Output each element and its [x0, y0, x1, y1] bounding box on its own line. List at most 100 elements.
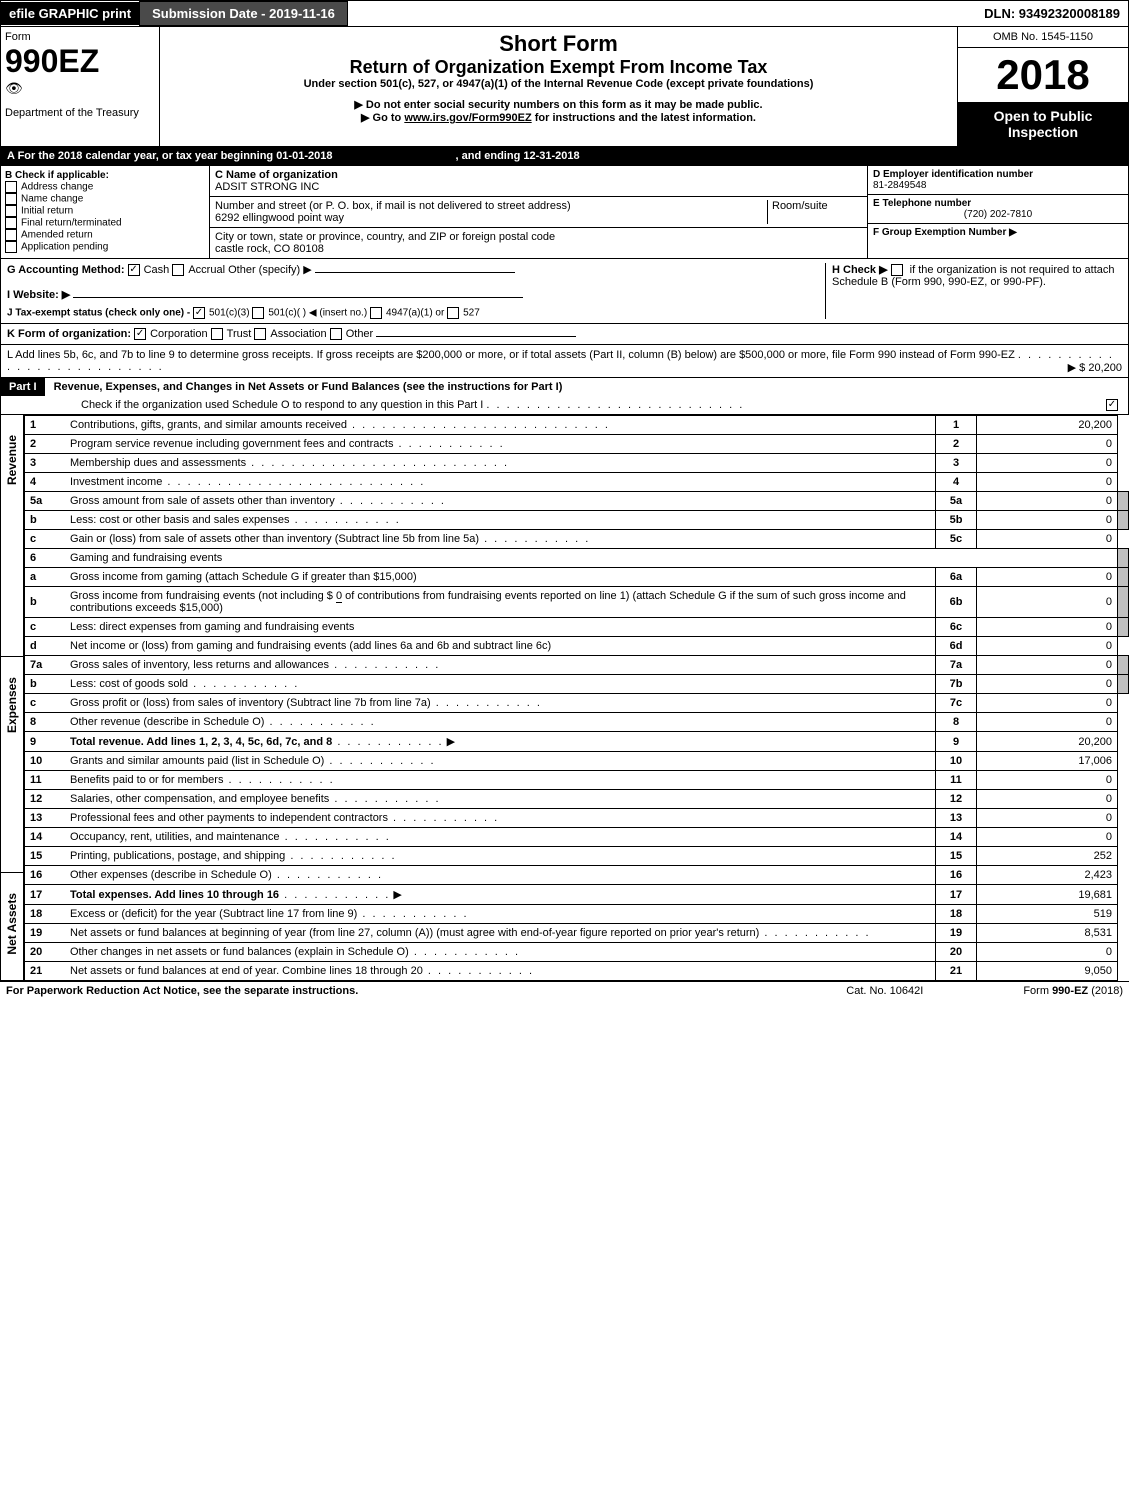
top-bar: efile GRAPHIC print Submission Date - 20…	[0, 0, 1129, 27]
checkbox-4947[interactable]	[370, 307, 382, 319]
note-public: ▶ Do not enter social security numbers o…	[164, 98, 953, 111]
line-2: 2Program service revenue including gover…	[25, 435, 1129, 454]
checkbox-name-change[interactable]	[5, 193, 17, 205]
label-trust: Trust	[227, 328, 252, 340]
line-8: 8Other revenue (describe in Schedule O)8…	[25, 713, 1129, 732]
dln-label: DLN: 93492320008189	[976, 2, 1128, 25]
room-suite-label: Room/suite	[767, 200, 862, 224]
dots	[486, 399, 744, 411]
footer: For Paperwork Reduction Act Notice, see …	[0, 981, 1129, 1000]
part1-check-text: Check if the organization used Schedule …	[81, 399, 483, 411]
city-value: castle rock, CO 80108	[215, 243, 862, 255]
checkbox-corporation[interactable]	[134, 328, 146, 340]
checkbox-association[interactable]	[254, 328, 266, 340]
phone-label: E Telephone number	[873, 198, 1123, 209]
l-value: ▶ $ 20,200	[1068, 361, 1122, 374]
checkbox-accrual[interactable]	[172, 264, 184, 276]
line-3: 3Membership dues and assessments30	[25, 454, 1129, 473]
line-4: 4Investment income40	[25, 473, 1129, 492]
checkbox-501c3[interactable]	[193, 307, 205, 319]
part1-title: Revenue, Expenses, and Changes in Net As…	[48, 378, 569, 396]
l-text: L Add lines 5b, 6c, and 7b to line 9 to …	[7, 349, 1015, 361]
accounting-method: G Accounting Method: Cash Accrual Other …	[7, 263, 825, 276]
line-18: 18Excess or (deficit) for the year (Subt…	[25, 905, 1129, 924]
label-final-return: Final return/terminated	[21, 218, 122, 229]
phone-value: (720) 202-7810	[873, 209, 1123, 220]
period-begin: A For the 2018 calendar year, or tax yea…	[7, 150, 332, 162]
line-7a: 7aGross sales of inventory, less returns…	[25, 656, 1129, 675]
side-expenses: Expenses	[0, 657, 24, 872]
info-grid: B Check if applicable: Address change Na…	[0, 166, 1129, 259]
tax-exempt-status: J Tax-exempt status (check only one) - 5…	[7, 307, 825, 319]
checkbox-amended-return[interactable]	[5, 229, 17, 241]
checkbox-address-change[interactable]	[5, 181, 17, 193]
checkbox-cash[interactable]	[128, 264, 140, 276]
checkbox-trust[interactable]	[211, 328, 223, 340]
period-bar: A For the 2018 calendar year, or tax yea…	[0, 147, 1129, 166]
other-org-input[interactable]	[376, 336, 576, 337]
section-l: L Add lines 5b, 6c, and 7b to line 9 to …	[0, 345, 1129, 378]
checkbox-other-org[interactable]	[330, 328, 342, 340]
side-netassets: Net Assets	[0, 873, 24, 981]
other-method-input[interactable]	[315, 272, 515, 273]
k-label: K Form of organization:	[7, 328, 131, 340]
line-5a: 5aGross amount from sale of assets other…	[25, 492, 1129, 511]
irs-link[interactable]: www.irs.gov/Form990EZ	[404, 112, 531, 124]
checkbox-527[interactable]	[447, 307, 459, 319]
lines-table: 1Contributions, gifts, grants, and simil…	[24, 415, 1129, 981]
tax-year: 2018	[958, 48, 1128, 102]
line-9: 9Total revenue. Add lines 1, 2, 3, 4, 5c…	[25, 732, 1129, 752]
line-6: 6Gaming and fundraising events	[25, 549, 1129, 568]
section-def: D Employer identification number 81-2849…	[867, 166, 1128, 258]
line-7b: bLess: cost of goods sold7b0	[25, 675, 1129, 694]
section-gh: G Accounting Method: Cash Accrual Other …	[0, 259, 1129, 324]
line-13: 13Professional fees and other payments t…	[25, 809, 1129, 828]
checkbox-initial-return[interactable]	[5, 205, 17, 217]
g-label: G Accounting Method:	[7, 264, 125, 276]
form-number: 990EZ	[5, 43, 155, 80]
label-amended-return: Amended return	[21, 230, 93, 241]
address-label: Number and street (or P. O. box, if mail…	[215, 200, 767, 212]
omb-number: OMB No. 1545-1150	[958, 27, 1128, 48]
checkbox-schedule-o[interactable]	[1106, 399, 1118, 411]
j-label: J Tax-exempt status (check only one) -	[7, 308, 190, 319]
checkbox-final-return[interactable]	[5, 217, 17, 229]
label-527: 527	[463, 308, 480, 319]
efile-label[interactable]: efile GRAPHIC print	[1, 2, 139, 25]
period-end: , and ending 12-31-2018	[456, 150, 580, 162]
line-20: 20Other changes in net assets or fund ba…	[25, 943, 1129, 962]
line-15: 15Printing, publications, postage, and s…	[25, 847, 1129, 866]
label-accrual: Accrual	[188, 264, 225, 276]
label-application-pending: Application pending	[21, 242, 108, 253]
city-label: City or town, state or province, country…	[215, 231, 862, 243]
group-exemption-label: F Group Exemption Number ▶	[873, 227, 1123, 238]
line-10: 10Grants and similar amounts paid (list …	[25, 752, 1129, 771]
h-label: H Check ▶	[832, 264, 888, 276]
line-7c: cGross profit or (loss) from sales of in…	[25, 694, 1129, 713]
checkbox-schedule-b[interactable]	[891, 264, 903, 276]
line-5b: bLess: cost or other basis and sales exp…	[25, 511, 1129, 530]
note-instructions: ▶ Go to www.irs.gov/Form990EZ for instru…	[164, 111, 953, 124]
label-initial-return: Initial return	[21, 206, 73, 217]
org-name-value: ADSIT STRONG INC	[215, 181, 862, 193]
label-4947: 4947(a)(1) or	[386, 308, 444, 319]
website-input[interactable]	[73, 297, 523, 298]
label-association: Association	[270, 328, 326, 340]
label-cash: Cash	[144, 264, 170, 276]
section-k: K Form of organization: Corporation Trus…	[0, 324, 1129, 345]
label-501c: 501(c)( ) ◀ (insert no.)	[268, 308, 367, 319]
line-12: 12Salaries, other compensation, and empl…	[25, 790, 1129, 809]
submission-date: Submission Date - 2019-11-16	[139, 1, 348, 26]
part1-header-row: Part I Revenue, Expenses, and Changes in…	[0, 378, 1129, 415]
label-address-change: Address change	[21, 182, 93, 193]
website-row: I Website: ▶	[7, 288, 825, 301]
section-b-label: B Check if applicable:	[5, 170, 205, 181]
section-h: H Check ▶ if the organization is not req…	[825, 263, 1122, 319]
line-1: 1Contributions, gifts, grants, and simil…	[25, 416, 1129, 435]
checkbox-501c[interactable]	[252, 307, 264, 319]
address-value: 6292 ellingwood point way	[215, 212, 767, 224]
website-label: I Website: ▶	[7, 289, 70, 301]
line-6b: bGross income from fundraising events (n…	[25, 587, 1129, 618]
checkbox-application-pending[interactable]	[5, 241, 17, 253]
line-6a: aGross income from gaming (attach Schedu…	[25, 568, 1129, 587]
